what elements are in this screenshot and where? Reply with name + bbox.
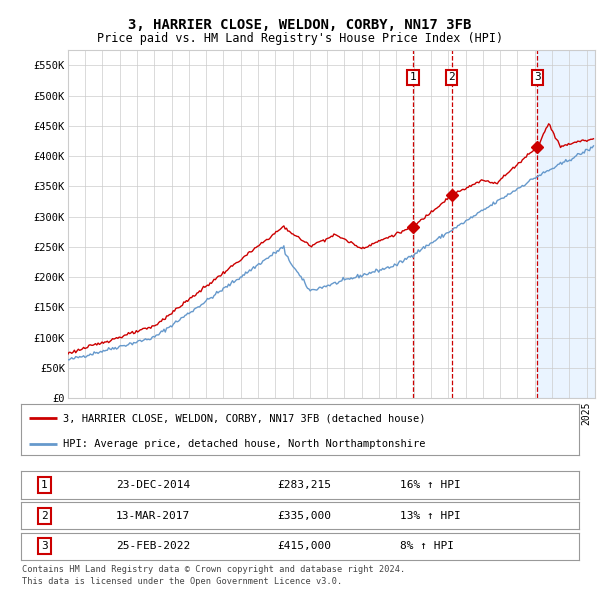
Text: 1: 1 [410,73,416,83]
Text: 13-MAR-2017: 13-MAR-2017 [116,511,190,520]
Text: 16% ↑ HPI: 16% ↑ HPI [400,480,461,490]
Text: 2: 2 [41,511,48,520]
Text: £283,215: £283,215 [278,480,332,490]
Text: Price paid vs. HM Land Registry's House Price Index (HPI): Price paid vs. HM Land Registry's House … [97,32,503,45]
Bar [538,50,595,398]
Text: 25-FEB-2022: 25-FEB-2022 [116,542,190,551]
Text: £415,000: £415,000 [278,542,332,551]
Text: 3, HARRIER CLOSE, WELDON, CORBY, NN17 3FB: 3, HARRIER CLOSE, WELDON, CORBY, NN17 3F… [128,18,472,32]
Text: 3: 3 [41,542,48,551]
Text: 2: 2 [448,73,455,83]
Text: This data is licensed under the Open Government Licence v3.0.: This data is licensed under the Open Gov… [22,577,343,586]
Text: £335,000: £335,000 [278,511,332,520]
Text: 23-DEC-2014: 23-DEC-2014 [116,480,190,490]
Text: 3: 3 [534,73,541,83]
Text: 13% ↑ HPI: 13% ↑ HPI [400,511,461,520]
Text: 1: 1 [41,480,48,490]
Text: Contains HM Land Registry data © Crown copyright and database right 2024.: Contains HM Land Registry data © Crown c… [22,565,406,573]
Text: 3, HARRIER CLOSE, WELDON, CORBY, NN17 3FB (detached house): 3, HARRIER CLOSE, WELDON, CORBY, NN17 3F… [63,413,425,423]
Text: HPI: Average price, detached house, North Northamptonshire: HPI: Average price, detached house, Nort… [63,439,425,449]
Text: 8% ↑ HPI: 8% ↑ HPI [400,542,454,551]
